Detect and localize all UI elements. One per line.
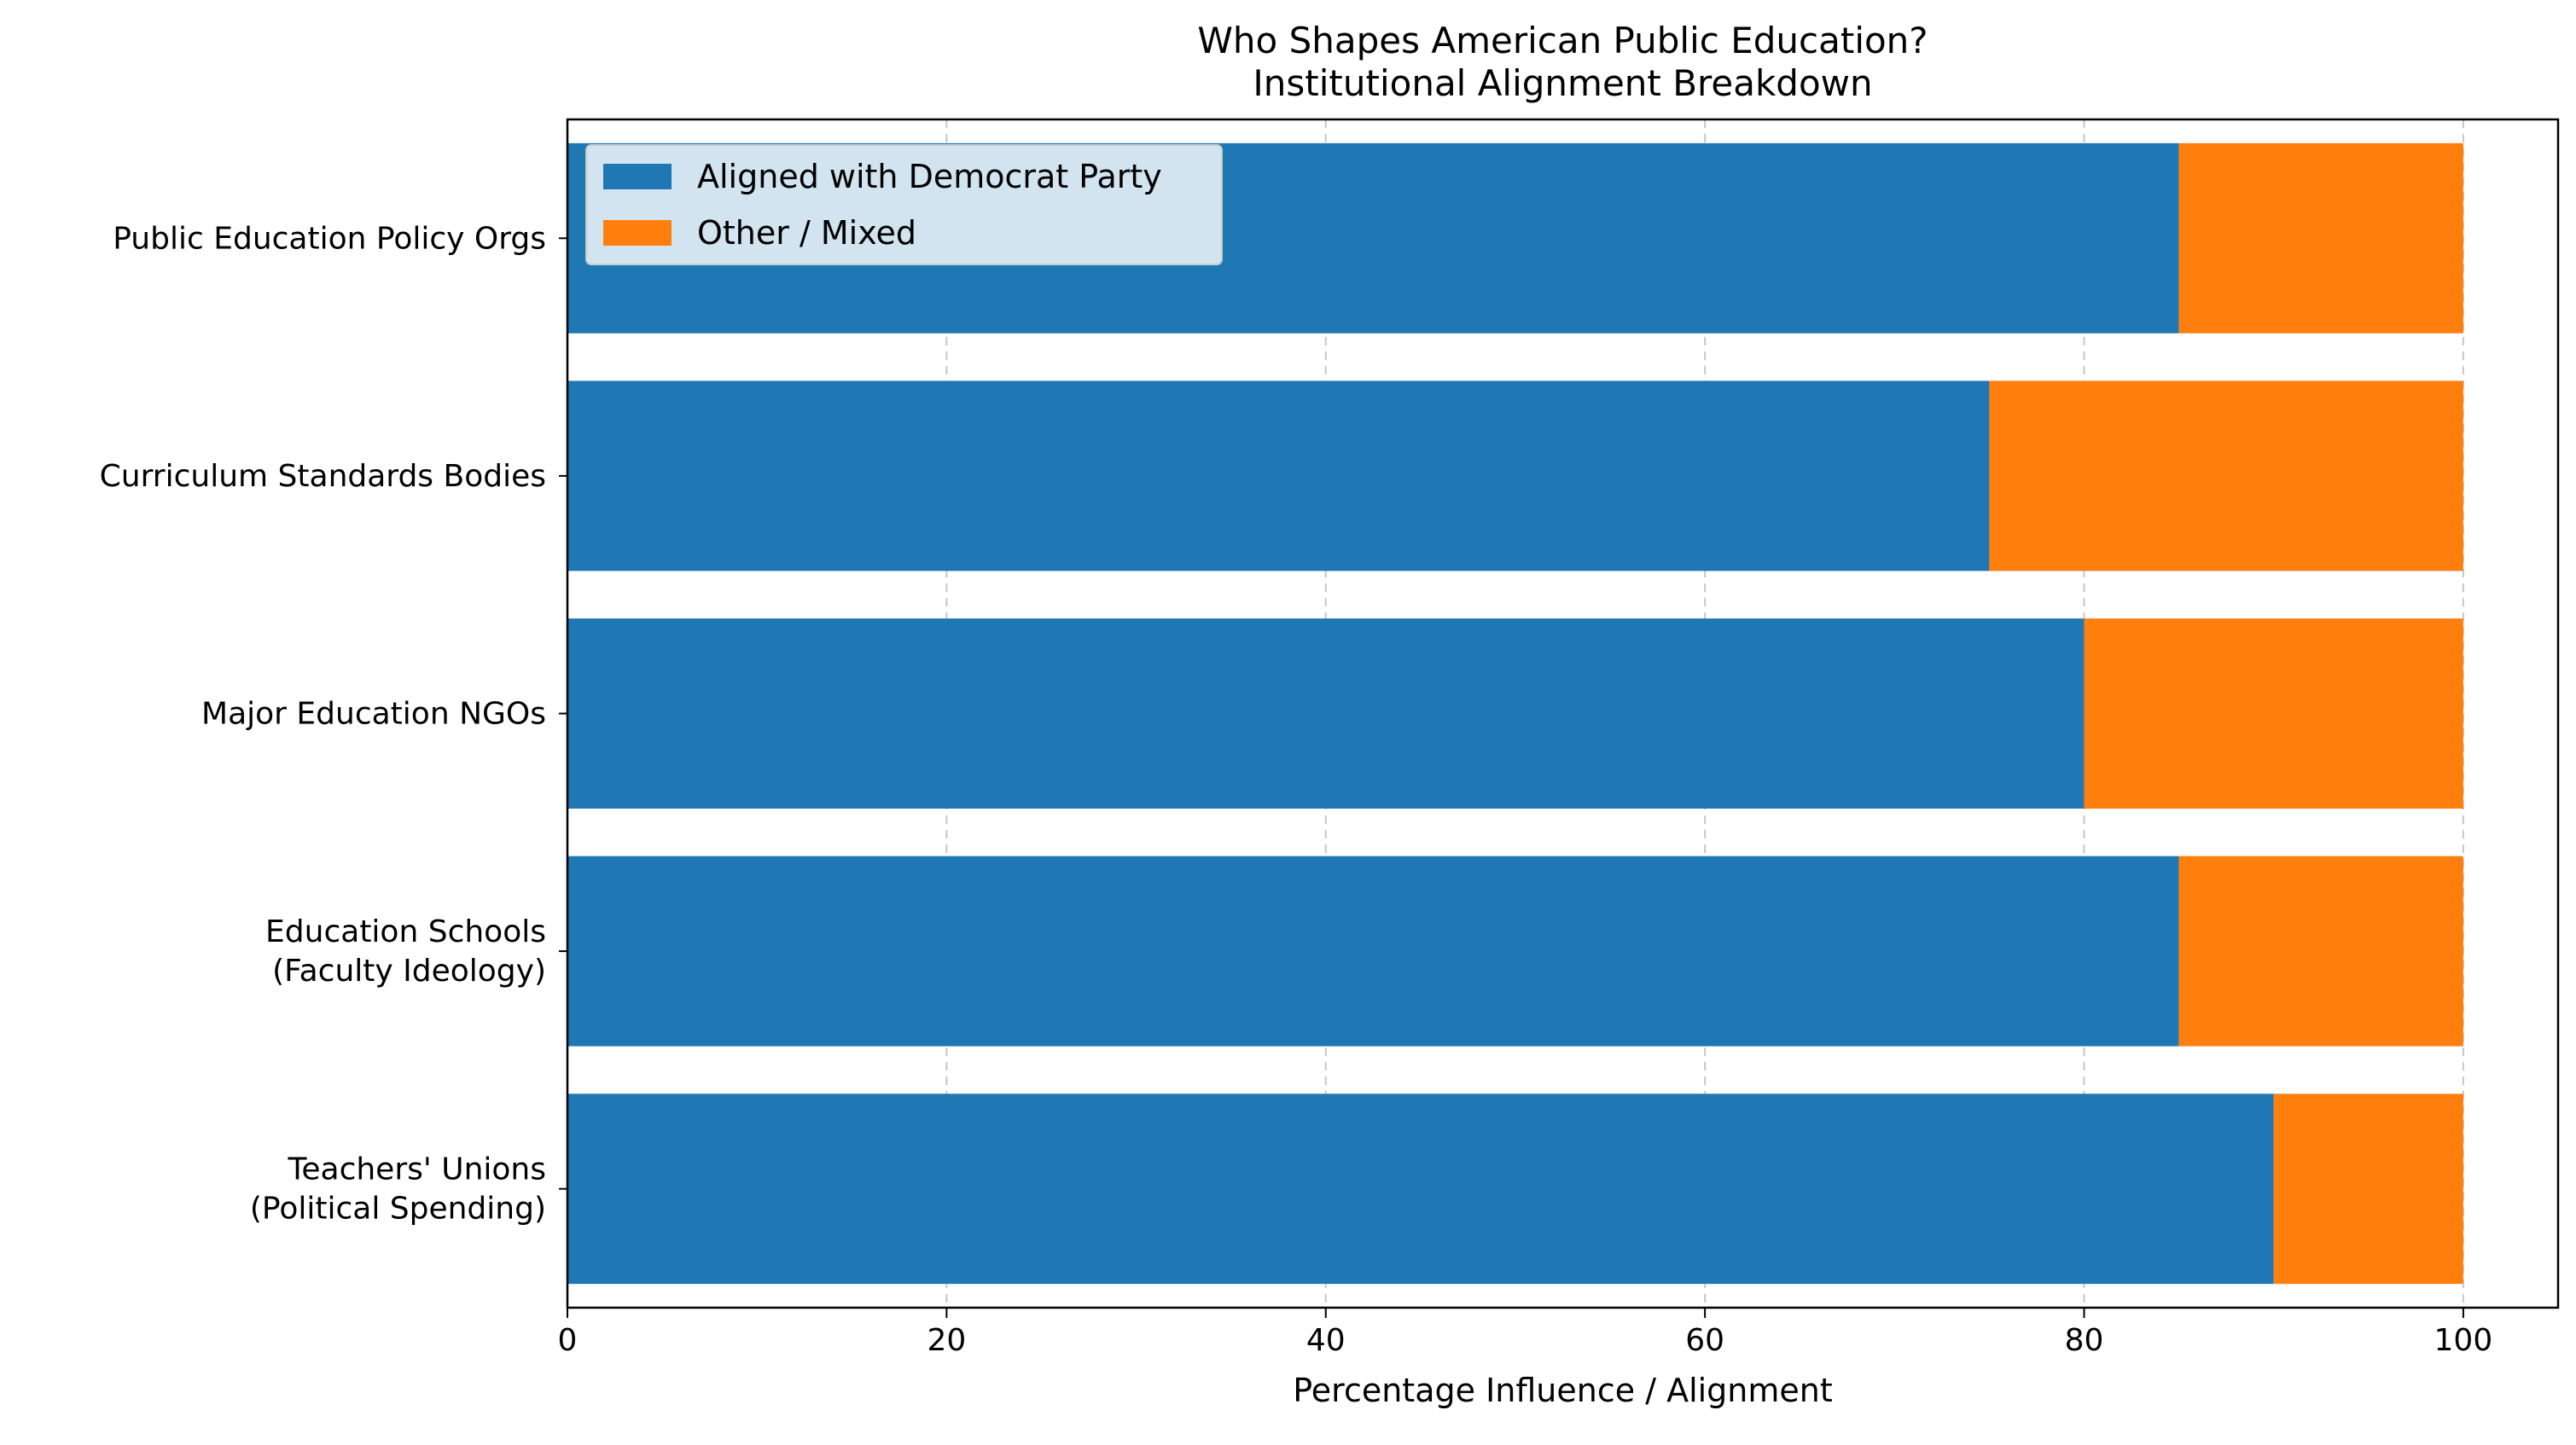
legend-box — [585, 144, 1223, 265]
y-tick-label: Teachers' Unions (Political Spending) — [250, 1152, 546, 1227]
bar-aligned — [567, 380, 1990, 572]
x-tick-label: 20 — [927, 1323, 966, 1358]
bar-other — [2178, 142, 2463, 334]
x-tick-label: 40 — [1306, 1323, 1346, 1358]
y-tick-label: Education Schools (Faculty Ideology) — [265, 914, 546, 989]
bar-other — [2178, 856, 2463, 1047]
y-tick-label: Public Education Policy Orgs — [113, 221, 546, 256]
bar-aligned — [567, 618, 2085, 809]
legend-label: Other / Mixed — [697, 214, 916, 252]
bar-aligned — [567, 856, 2179, 1047]
bar-other — [1989, 380, 2463, 572]
y-tick-label: Curriculum Standards Bodies — [100, 459, 546, 494]
bar-other — [2273, 1094, 2463, 1285]
plot-frame — [566, 118, 2560, 1309]
legend-label: Aligned with Democrat Party — [697, 158, 1162, 195]
legend-swatch — [603, 220, 672, 246]
bar-aligned — [567, 1094, 2274, 1285]
x-axis-label: Percentage Influence / Alignment — [1293, 1372, 1833, 1409]
x-tick-label: 0 — [558, 1323, 578, 1358]
y-tick-label: Major Education NGOs — [201, 697, 546, 732]
bar-other — [2084, 618, 2463, 809]
x-tick-label: 80 — [2065, 1323, 2104, 1358]
x-tick-label: 60 — [1685, 1323, 1724, 1358]
legend-swatch — [603, 164, 672, 189]
x-tick-label: 100 — [2434, 1323, 2493, 1358]
chart-title: Who Shapes American Public Education? Ins… — [1197, 20, 1928, 104]
